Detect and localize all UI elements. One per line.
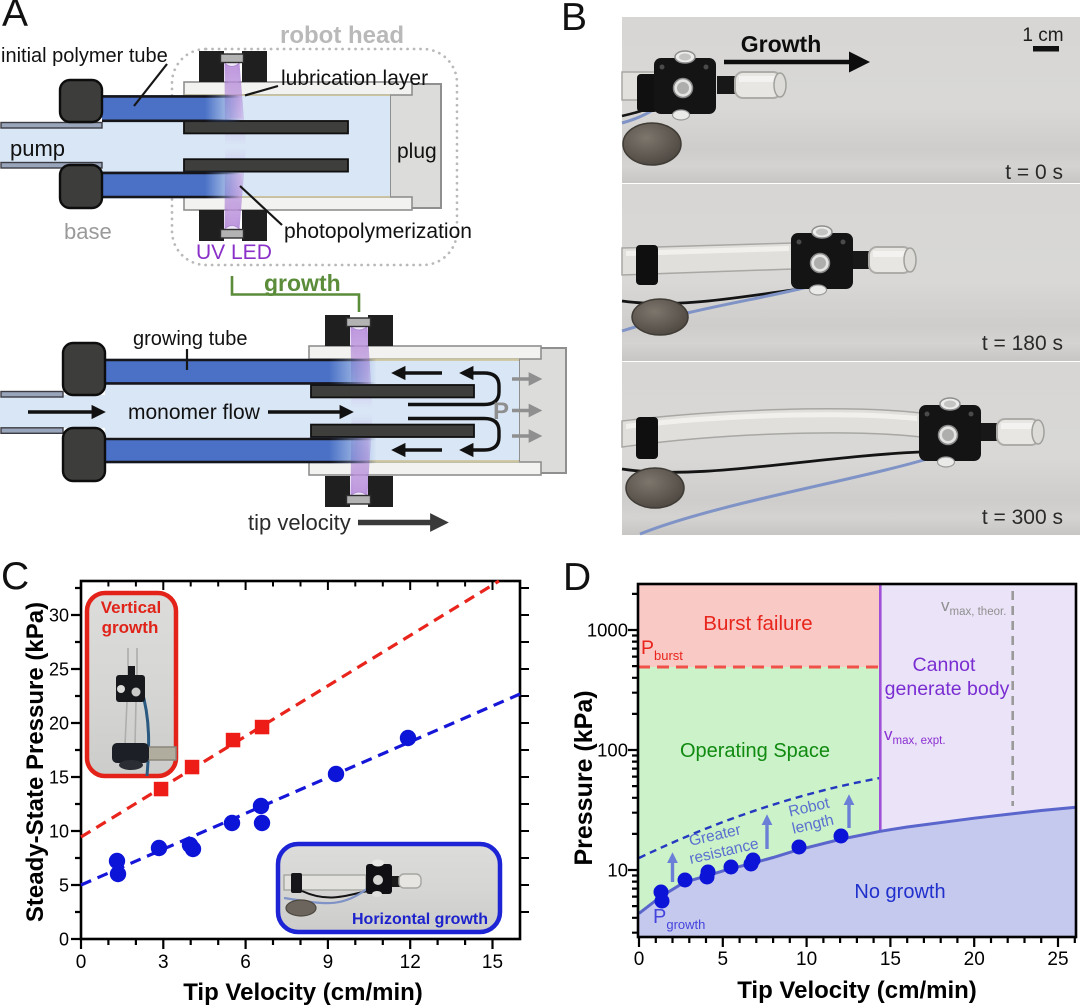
svg-text:5: 5 bbox=[718, 949, 729, 970]
svg-text:10: 10 bbox=[607, 860, 628, 881]
svg-text:Tip Velocity (cm/min): Tip Velocity (cm/min) bbox=[183, 979, 423, 1006]
svg-text:Burst failure: Burst failure bbox=[703, 612, 812, 635]
svg-text:plug: plug bbox=[397, 140, 437, 163]
svg-text:6: 6 bbox=[240, 952, 251, 973]
svg-text:t = 0 s: t = 0 s bbox=[1005, 161, 1063, 184]
svg-text:9: 9 bbox=[323, 952, 334, 973]
svg-text:25: 25 bbox=[1047, 949, 1068, 970]
svg-text:t = 300 s: t = 300 s bbox=[982, 506, 1063, 529]
svg-text:Cannot: Cannot bbox=[913, 654, 976, 676]
svg-text:0: 0 bbox=[59, 930, 69, 950]
svg-text:15: 15 bbox=[49, 768, 69, 788]
svg-text:growing tube: growing tube bbox=[133, 328, 248, 350]
svg-text:3: 3 bbox=[158, 952, 169, 973]
svg-text:base: base bbox=[64, 219, 112, 244]
svg-text:25: 25 bbox=[49, 660, 69, 680]
svg-text:robot head: robot head bbox=[280, 22, 404, 49]
svg-text:t = 180 s: t = 180 s bbox=[982, 332, 1063, 355]
svg-text:100: 100 bbox=[597, 740, 628, 761]
svg-text:15: 15 bbox=[880, 949, 901, 970]
svg-text:20: 20 bbox=[49, 714, 69, 734]
svg-text:growth: growth bbox=[264, 270, 341, 296]
svg-text:1 cm: 1 cm bbox=[1022, 25, 1063, 46]
svg-text:Pressure (kPa): Pressure (kPa) bbox=[570, 690, 598, 865]
svg-text:Horizontal growth: Horizontal growth bbox=[352, 911, 488, 928]
svg-text:UV LED: UV LED bbox=[196, 241, 272, 264]
svg-text:pump: pump bbox=[10, 136, 65, 161]
svg-text:No growth: No growth bbox=[854, 881, 945, 903]
svg-text:10: 10 bbox=[796, 949, 817, 970]
svg-text:lubrication layer: lubrication layer bbox=[281, 67, 428, 90]
svg-text:Vertical: Vertical bbox=[101, 598, 162, 617]
svg-text:growth: growth bbox=[102, 618, 159, 637]
svg-text:15: 15 bbox=[482, 952, 503, 973]
svg-text:Operating Space: Operating Space bbox=[680, 740, 830, 762]
svg-text:initial polymer tube: initial polymer tube bbox=[1, 45, 168, 67]
svg-text:Growth: Growth bbox=[741, 31, 822, 57]
svg-text:20: 20 bbox=[964, 949, 985, 970]
svg-text:Steady-State Pressure (kPa): Steady-State Pressure (kPa) bbox=[22, 602, 49, 922]
svg-text:monomer flow: monomer flow bbox=[128, 401, 261, 424]
svg-text:tip velocity: tip velocity bbox=[248, 510, 351, 535]
svg-text:1000: 1000 bbox=[587, 620, 628, 641]
svg-text:5: 5 bbox=[59, 876, 69, 896]
svg-text:generate body: generate body bbox=[885, 678, 1010, 700]
svg-text:photopolymerization: photopolymerization bbox=[284, 220, 472, 243]
svg-text:12: 12 bbox=[400, 952, 421, 973]
svg-text:P: P bbox=[493, 398, 509, 425]
svg-text:Tip Velocity (cm/min): Tip Velocity (cm/min) bbox=[737, 977, 977, 1004]
svg-text:0: 0 bbox=[634, 949, 645, 970]
svg-text:30: 30 bbox=[49, 606, 69, 626]
svg-text:0: 0 bbox=[76, 952, 87, 973]
svg-text:10: 10 bbox=[49, 822, 69, 842]
